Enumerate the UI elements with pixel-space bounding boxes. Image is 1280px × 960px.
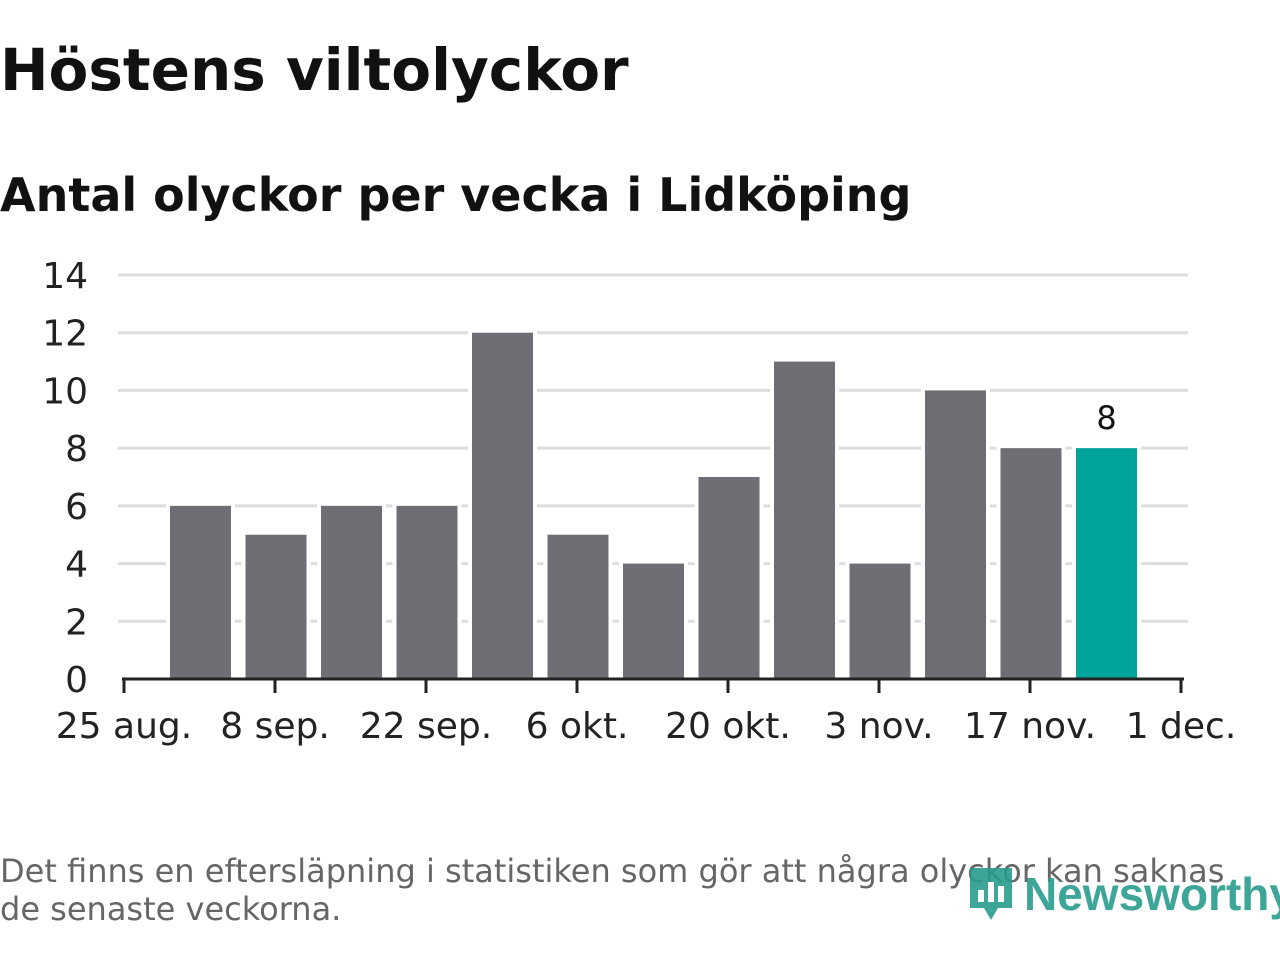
bar-8 sep. bbox=[245, 534, 307, 679]
chart-title: Höstens viltolyckor bbox=[0, 36, 629, 104]
footnote: Det finns en eftersläpning i statistiken… bbox=[0, 852, 1225, 928]
y-tick-label: 2 bbox=[65, 602, 88, 643]
x-tick-label: 3 nov. bbox=[824, 706, 933, 747]
bar-6 okt. bbox=[547, 534, 609, 679]
x-tick-label: 17 nov. bbox=[964, 706, 1096, 747]
bar-chart-marker-icon bbox=[970, 868, 1012, 920]
bar-24 nov. bbox=[1076, 448, 1137, 679]
bars bbox=[166, 329, 1141, 679]
x-tick-label: 1 dec. bbox=[1126, 706, 1237, 747]
x-tick-label: 8 sep. bbox=[220, 706, 330, 747]
bar-chart: 0 2 4 6 8 10 12 14 25 aug. 8 sep. 22 sep. 6 okt. 20 … bbox=[42, 256, 1236, 747]
bar-29 sep. bbox=[472, 332, 533, 679]
highlight-data-label: 8 bbox=[1096, 399, 1116, 437]
bar-10 nov. bbox=[925, 390, 986, 679]
y-tick-label: 12 bbox=[42, 314, 88, 355]
y-tick-label: 6 bbox=[65, 487, 88, 528]
bar-13 okt. bbox=[623, 563, 684, 679]
x-tick-label: 22 sep. bbox=[360, 706, 492, 747]
bar-22 sep. bbox=[396, 505, 458, 679]
x-tick-label: 6 okt. bbox=[526, 706, 629, 747]
labels: 0 2 4 6 8 10 12 14 25 aug. 8 sep. 22 sep. 6 okt. 20 … bbox=[42, 256, 1236, 747]
axes bbox=[122, 677, 1184, 693]
y-tick-label: 14 bbox=[42, 256, 88, 297]
x-tick-label: 25 aug. bbox=[56, 706, 192, 747]
bar-3 nov. bbox=[849, 563, 911, 679]
y-tick-label: 4 bbox=[65, 545, 88, 586]
bar-27 okt. bbox=[774, 361, 835, 679]
logo-text: Newsworthy bbox=[1024, 868, 1280, 920]
y-tick-label: 8 bbox=[65, 429, 88, 470]
bar-15 sep. bbox=[321, 505, 382, 679]
newsworthy-logo: Newsworthy bbox=[966, 862, 1280, 926]
bar-1 sep. bbox=[170, 505, 231, 679]
x-tick-label: 20 okt. bbox=[665, 706, 791, 747]
bar-17 nov. bbox=[1000, 448, 1062, 679]
chart-subtitle: Antal olyckor per vecka i Lidköping bbox=[0, 168, 912, 222]
y-tick-label: 10 bbox=[42, 371, 88, 412]
y-tick-label: 0 bbox=[65, 660, 88, 701]
bar-20 okt. bbox=[698, 477, 760, 679]
